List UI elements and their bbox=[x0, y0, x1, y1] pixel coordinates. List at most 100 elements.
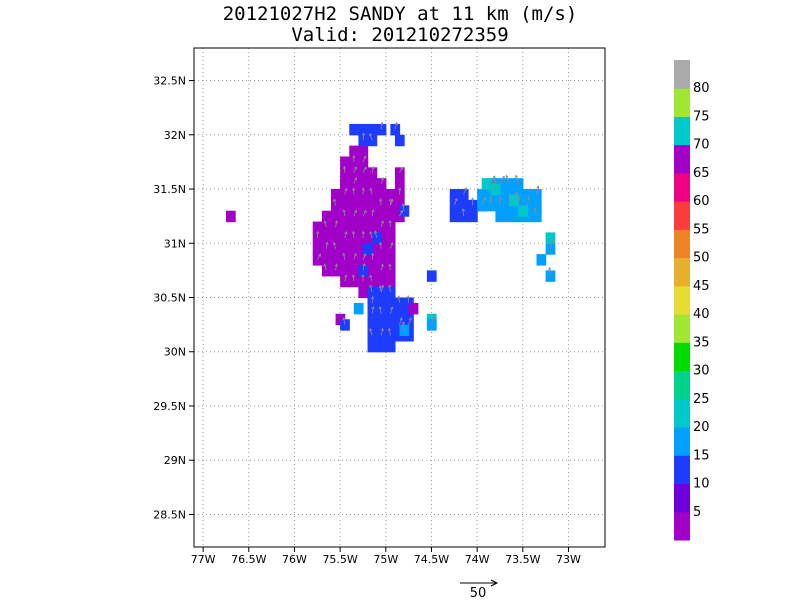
wind-cell bbox=[394, 297, 405, 309]
wind-cell bbox=[349, 254, 359, 266]
wind-arrow bbox=[389, 264, 391, 271]
wind-cell bbox=[367, 308, 378, 320]
wind-arrow bbox=[369, 285, 373, 293]
wind-cell bbox=[376, 178, 387, 190]
wind-arrow bbox=[335, 264, 338, 271]
wind-arrow-head bbox=[323, 263, 327, 267]
wind-cell bbox=[367, 123, 378, 136]
colorbar-swatch bbox=[674, 172, 690, 202]
colorbar-swatch bbox=[674, 88, 690, 117]
wind-arrow-head bbox=[369, 327, 373, 332]
wind-arrow-head bbox=[454, 197, 458, 202]
wind-cell bbox=[349, 210, 359, 223]
wind-cell bbox=[394, 134, 405, 147]
wind-cell bbox=[376, 297, 387, 309]
wind-arrow-head bbox=[378, 241, 383, 245]
wind-arrow-head bbox=[401, 321, 406, 325]
wind-arrow-head bbox=[390, 242, 394, 246]
wind-arrow-head bbox=[388, 284, 392, 288]
wind-arrow bbox=[402, 321, 405, 331]
wind-arrow bbox=[343, 253, 346, 260]
wind-cell bbox=[331, 243, 341, 255]
colorbar-swatch bbox=[674, 201, 690, 230]
wind-cell bbox=[358, 210, 369, 223]
wind-arrow bbox=[324, 220, 327, 228]
y-tick-label: 31.5N bbox=[153, 183, 186, 196]
colorbar-label: 80 bbox=[693, 81, 710, 96]
wind-cell bbox=[522, 189, 533, 201]
wind-cell bbox=[367, 221, 378, 234]
wind-cell bbox=[385, 264, 396, 277]
wind-cell bbox=[531, 199, 542, 212]
wind-cell bbox=[349, 167, 359, 179]
wind-cell bbox=[477, 189, 487, 201]
wind-cell bbox=[394, 189, 405, 201]
wind-cell bbox=[367, 286, 378, 299]
colorbar-label: 25 bbox=[693, 392, 710, 407]
wind-arrow-head bbox=[498, 196, 503, 200]
wind-arrow bbox=[371, 296, 374, 303]
wind-arrow-head bbox=[388, 263, 392, 267]
wind-arrow bbox=[324, 264, 327, 271]
wind-arrow-head bbox=[318, 253, 321, 257]
wind-cell bbox=[385, 297, 396, 309]
wind-arrow-head bbox=[369, 187, 373, 191]
wind-arrow bbox=[362, 167, 367, 173]
colorbar-label: 55 bbox=[693, 222, 710, 237]
wind-arrow bbox=[379, 306, 382, 314]
wind-cell bbox=[509, 194, 519, 206]
wind-cell bbox=[340, 275, 350, 288]
wind-arrow-head bbox=[352, 154, 356, 158]
wind-arrow-head bbox=[548, 266, 552, 271]
wind-arrow-head bbox=[388, 219, 392, 224]
wind-cell bbox=[358, 232, 369, 244]
colorbar-swatch bbox=[674, 314, 690, 343]
y-tick-label: 32.5N bbox=[153, 75, 186, 88]
wind-arrow-head bbox=[342, 316, 346, 321]
x-tick-label: 76.5W bbox=[231, 553, 266, 566]
wind-cell bbox=[449, 210, 460, 223]
wind-cell bbox=[367, 319, 378, 331]
wind-arrow bbox=[353, 210, 357, 217]
wind-cell bbox=[321, 210, 332, 223]
wind-vectors bbox=[316, 121, 554, 336]
wind-arrow-head bbox=[378, 285, 382, 289]
wind-arrow bbox=[362, 253, 367, 260]
wind-cell bbox=[340, 264, 350, 277]
wind-cell bbox=[321, 243, 332, 255]
wind-cell bbox=[495, 199, 506, 212]
wind-cell bbox=[349, 232, 359, 244]
wind-arrow bbox=[343, 209, 346, 217]
wind-cell bbox=[358, 178, 369, 190]
wind-arrow bbox=[399, 167, 403, 173]
wind-cell bbox=[376, 308, 387, 320]
wind-arrow-head bbox=[388, 198, 393, 202]
wind-arrow bbox=[353, 177, 357, 184]
wind-arrow-head bbox=[387, 327, 392, 331]
colorbar-swatch bbox=[674, 285, 690, 315]
wind-cell bbox=[331, 221, 341, 234]
reference-vector-label: 50 bbox=[470, 586, 487, 600]
wind-cell bbox=[385, 199, 396, 212]
wind-arrow bbox=[526, 196, 530, 206]
colorbar-label: 50 bbox=[693, 251, 710, 266]
wind-cell bbox=[367, 134, 378, 147]
y-tick-label: 32N bbox=[164, 129, 186, 142]
wind-arrow bbox=[369, 133, 373, 141]
wind-cell bbox=[321, 232, 332, 244]
colorbar-label: 60 bbox=[693, 194, 710, 209]
x-tick-label: 73.5W bbox=[505, 553, 540, 566]
wind-arrow-head bbox=[361, 274, 365, 278]
wind-cell bbox=[367, 199, 378, 212]
wind-arrow bbox=[344, 188, 348, 195]
colorbar-swatch bbox=[674, 398, 690, 428]
wind-cell bbox=[504, 210, 515, 223]
wind-cell bbox=[358, 286, 369, 299]
wind-arrow-head bbox=[514, 174, 518, 178]
wind-arrow bbox=[402, 203, 405, 211]
wind-arrow-head bbox=[400, 166, 404, 170]
wind-arrow-head bbox=[493, 179, 497, 183]
wind-cell bbox=[358, 167, 369, 179]
wind-arrow-head bbox=[333, 198, 337, 202]
